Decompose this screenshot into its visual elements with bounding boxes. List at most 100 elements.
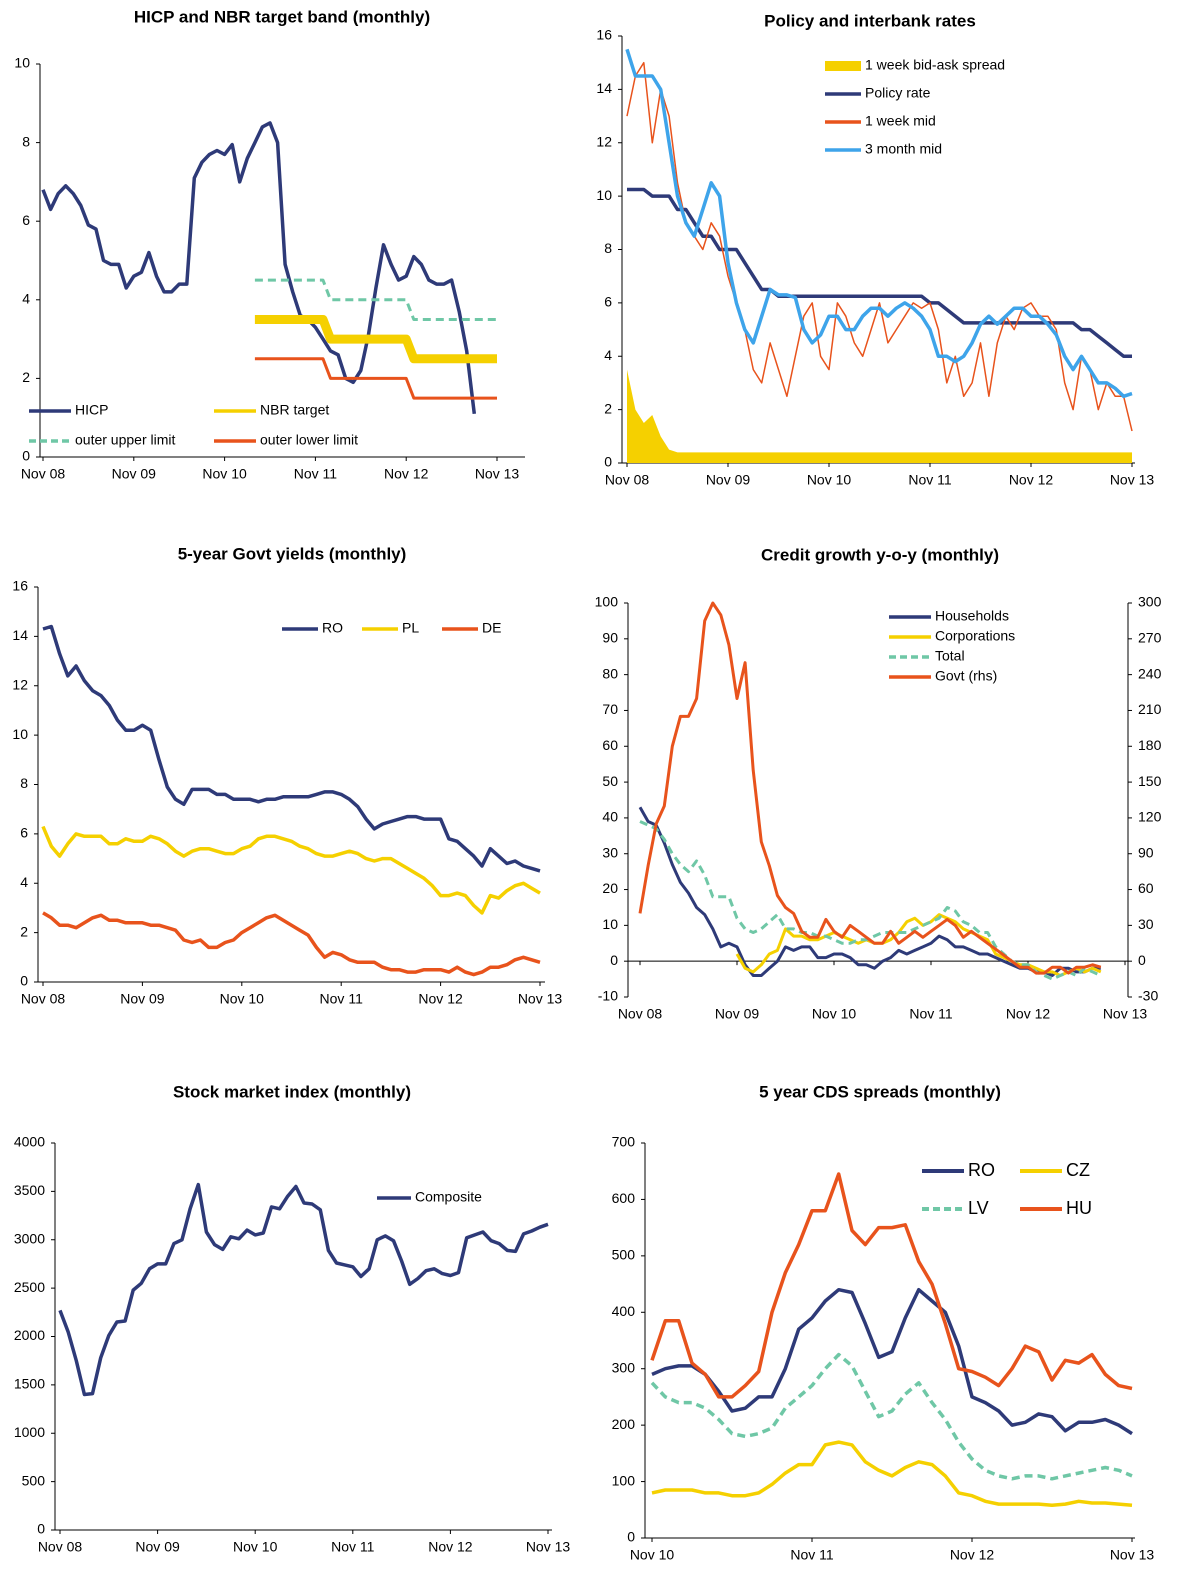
chart-title: HICP and NBR target band (monthly) xyxy=(134,7,430,26)
series-line xyxy=(651,1440,1133,1508)
y-tick-label: 70 xyxy=(602,701,618,717)
legend-label: Households xyxy=(935,608,1009,624)
x-tick-label: Nov 11 xyxy=(909,1006,953,1022)
y2-tick-label: 120 xyxy=(1138,809,1162,825)
y-tick-label: 8 xyxy=(22,133,30,149)
x-tick-label: Nov 10 xyxy=(630,1547,675,1563)
series-line xyxy=(650,1352,1133,1481)
x-tick-label: Nov 13 xyxy=(1110,1547,1155,1563)
y-tick-label: 4000 xyxy=(14,1134,45,1150)
series-line xyxy=(41,825,541,915)
y-tick-label: 100 xyxy=(595,594,619,610)
series-line xyxy=(42,911,541,977)
y2-tick-label: 150 xyxy=(1138,773,1162,789)
y2-tick-label: 30 xyxy=(1138,916,1154,932)
x-tick-label: Nov 09 xyxy=(112,466,157,482)
legend-label: 1 week mid xyxy=(865,113,936,129)
y-tick-label: 80 xyxy=(602,665,618,681)
y-tick-label: 400 xyxy=(612,1303,636,1319)
y2-tick-label: 0 xyxy=(1138,952,1146,968)
legend-label: 1 week bid-ask spread xyxy=(865,57,1005,73)
y-tick-label: 16 xyxy=(12,578,28,594)
legend-label: Total xyxy=(935,648,965,664)
x-tick-label: Nov 12 xyxy=(384,466,429,482)
legend-label: Policy rate xyxy=(865,85,931,101)
y-tick-label: 500 xyxy=(22,1472,46,1488)
y2-tick-label: 240 xyxy=(1138,665,1162,681)
y-tick-label: 10 xyxy=(14,55,30,71)
legend-label: CZ xyxy=(1066,1160,1090,1180)
x-tick-label: Nov 08 xyxy=(38,1539,83,1555)
y-tick-label: 2 xyxy=(604,400,612,416)
x-tick-label: Nov 08 xyxy=(21,991,66,1007)
y-tick-label: 16 xyxy=(596,27,612,43)
y-tick-label: 500 xyxy=(612,1247,636,1263)
series-line xyxy=(650,1172,1133,1399)
x-tick-label: Nov 12 xyxy=(428,1539,473,1555)
y-tick-label: 60 xyxy=(602,737,618,753)
y-tick-label: 3500 xyxy=(14,1182,45,1198)
y-tick-label: 100 xyxy=(612,1472,636,1488)
y-tick-label: 10 xyxy=(12,726,28,742)
series-line xyxy=(638,806,1101,977)
x-tick-label: Nov 10 xyxy=(202,466,247,482)
area xyxy=(627,369,1132,463)
series-line xyxy=(254,278,497,321)
series-line xyxy=(625,48,1133,399)
y2-tick-label: 210 xyxy=(1138,701,1162,717)
y-tick-label: 200 xyxy=(612,1416,636,1432)
x-tick-label: Nov 09 xyxy=(706,472,751,488)
legend-label: RO xyxy=(968,1160,995,1180)
y-tick-label: 4 xyxy=(20,874,28,890)
y2-tick-label: 180 xyxy=(1138,737,1162,753)
y2-tick-label: 60 xyxy=(1138,880,1154,896)
y-tick-label: -10 xyxy=(598,988,618,1004)
x-tick-label: Nov 08 xyxy=(605,472,650,488)
y-tick-label: 6 xyxy=(20,825,28,841)
y-tick-label: 12 xyxy=(596,133,612,149)
y-tick-label: 8 xyxy=(20,775,28,791)
y-tick-label: 10 xyxy=(596,187,612,203)
y-tick-label: 14 xyxy=(596,80,612,96)
legend-label: HICP xyxy=(75,402,108,418)
y-tick-label: 4 xyxy=(604,347,612,363)
legend-label: 3 month mid xyxy=(865,141,942,157)
series-line xyxy=(626,61,1133,432)
legend-label: RO xyxy=(322,620,343,636)
legend-label: DE xyxy=(482,620,501,636)
x-tick-label: Nov 12 xyxy=(1009,472,1054,488)
x-tick-label: Nov 13 xyxy=(1110,472,1155,488)
y-tick-label: 2 xyxy=(22,369,30,385)
y-tick-label: 6 xyxy=(604,294,612,310)
legend-label: Composite xyxy=(415,1189,482,1205)
x-tick-label: Nov 08 xyxy=(21,466,66,482)
x-tick-label: Nov 11 xyxy=(790,1547,834,1563)
series-line xyxy=(254,357,497,400)
x-tick-label: Nov 10 xyxy=(807,472,852,488)
y-tick-label: 30 xyxy=(602,844,618,860)
legend-label: NBR target xyxy=(260,402,329,418)
y-tick-label: 0 xyxy=(22,448,30,464)
x-tick-label: Nov 11 xyxy=(908,472,952,488)
x-tick-label: Nov 12 xyxy=(1006,1006,1051,1022)
x-tick-label: Nov 11 xyxy=(320,991,364,1007)
legend-label: Corporations xyxy=(935,628,1015,644)
series-line xyxy=(735,913,1102,977)
y-tick-label: 8 xyxy=(604,240,612,256)
y-tick-label: 10 xyxy=(602,916,618,932)
x-tick-label: Nov 13 xyxy=(518,991,563,1007)
x-tick-label: Nov 10 xyxy=(233,1539,278,1555)
y2-tick-label: 90 xyxy=(1138,844,1154,860)
x-tick-label: Nov 10 xyxy=(220,991,265,1007)
x-tick-label: Nov 09 xyxy=(715,1006,760,1022)
y2-tick-label: 270 xyxy=(1138,630,1162,646)
y-tick-label: 0 xyxy=(604,454,612,470)
y-tick-label: 1000 xyxy=(14,1424,45,1440)
series-line xyxy=(639,820,1102,981)
y-tick-label: 14 xyxy=(12,627,28,643)
x-tick-label: Nov 11 xyxy=(294,466,338,482)
chart-title: 5-year Govt yields (monthly) xyxy=(178,544,407,563)
chart-title: Stock market index (monthly) xyxy=(173,1082,411,1101)
